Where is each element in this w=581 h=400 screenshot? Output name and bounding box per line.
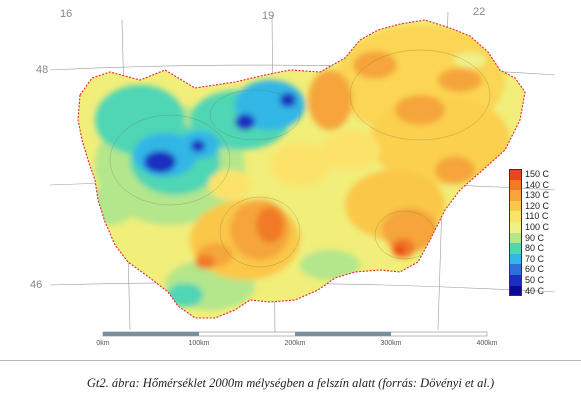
scale-label: 400km (476, 340, 498, 347)
longitude-label-16: 16 (60, 8, 73, 20)
temperature-map (49, 11, 556, 337)
legend-entry: 40 C (509, 285, 549, 297)
longitude-label-22: 22 (473, 6, 486, 18)
legend-entry: 130 C (509, 190, 549, 201)
legend-label: 50 C (525, 274, 545, 285)
legend-entry: 140 C (509, 179, 550, 191)
longitude-label-19: 19 (262, 10, 275, 22)
legend-entry: 60 C (509, 264, 549, 275)
legend-label: 90 C (525, 232, 545, 243)
scale-label: 100km (188, 340, 210, 347)
caption-divider (0, 360, 581, 361)
legend-swatch (509, 243, 522, 254)
scale-label: 200km (284, 340, 306, 347)
legend-entry: 90 C (509, 232, 549, 244)
legend-label: 150 C (525, 169, 550, 179)
legend-label: 140 C (525, 179, 550, 190)
legend-entry: 50 C (509, 274, 549, 286)
legend-label: 40 C (525, 285, 545, 296)
latitude-label-48: 48 (36, 64, 49, 76)
legend-label: 130 C (525, 190, 550, 201)
legend-entry: 120 C (509, 200, 550, 212)
legend-swatch (509, 169, 522, 180)
legend-swatch (509, 221, 522, 233)
legend-label: 80 C (525, 243, 545, 254)
legend-swatch (509, 274, 522, 286)
temperature-field (78, 20, 525, 318)
legend-swatch (509, 232, 522, 244)
legend-entry: 110 C (509, 211, 549, 222)
legend-label: 60 C (525, 264, 545, 275)
scale-label: 0km (96, 340, 110, 347)
legend-swatch (509, 179, 522, 191)
legend-label: 70 C (525, 253, 545, 264)
legend-label: 120 C (525, 200, 550, 211)
legend-entry: 100 C (509, 221, 550, 233)
legend-swatch (509, 190, 522, 201)
temperature-legend: 150 C 140 C 130 C 120 C 110 C 100 C 90 C 80 C 70… (509, 169, 550, 297)
legend-entry: 70 C (509, 253, 549, 265)
legend-swatch (509, 264, 522, 275)
legend-label: 100 C (525, 221, 550, 232)
legend-entry: 80 C (509, 243, 549, 254)
legend-swatch (509, 285, 522, 297)
legend-swatch (509, 211, 522, 222)
legend-swatch (509, 253, 522, 265)
legend-label: 110 C (525, 211, 549, 222)
latitude-label-46: 46 (30, 279, 43, 291)
scale-label: 300km (380, 340, 402, 347)
figure-caption: Gt2. ábra: Hőmérséklet 2000m mélységben … (86, 376, 495, 390)
legend-entry: 150 C (509, 169, 549, 180)
country-border (77, 19, 526, 319)
scale-bar (102, 331, 488, 337)
legend-swatch (509, 200, 522, 212)
